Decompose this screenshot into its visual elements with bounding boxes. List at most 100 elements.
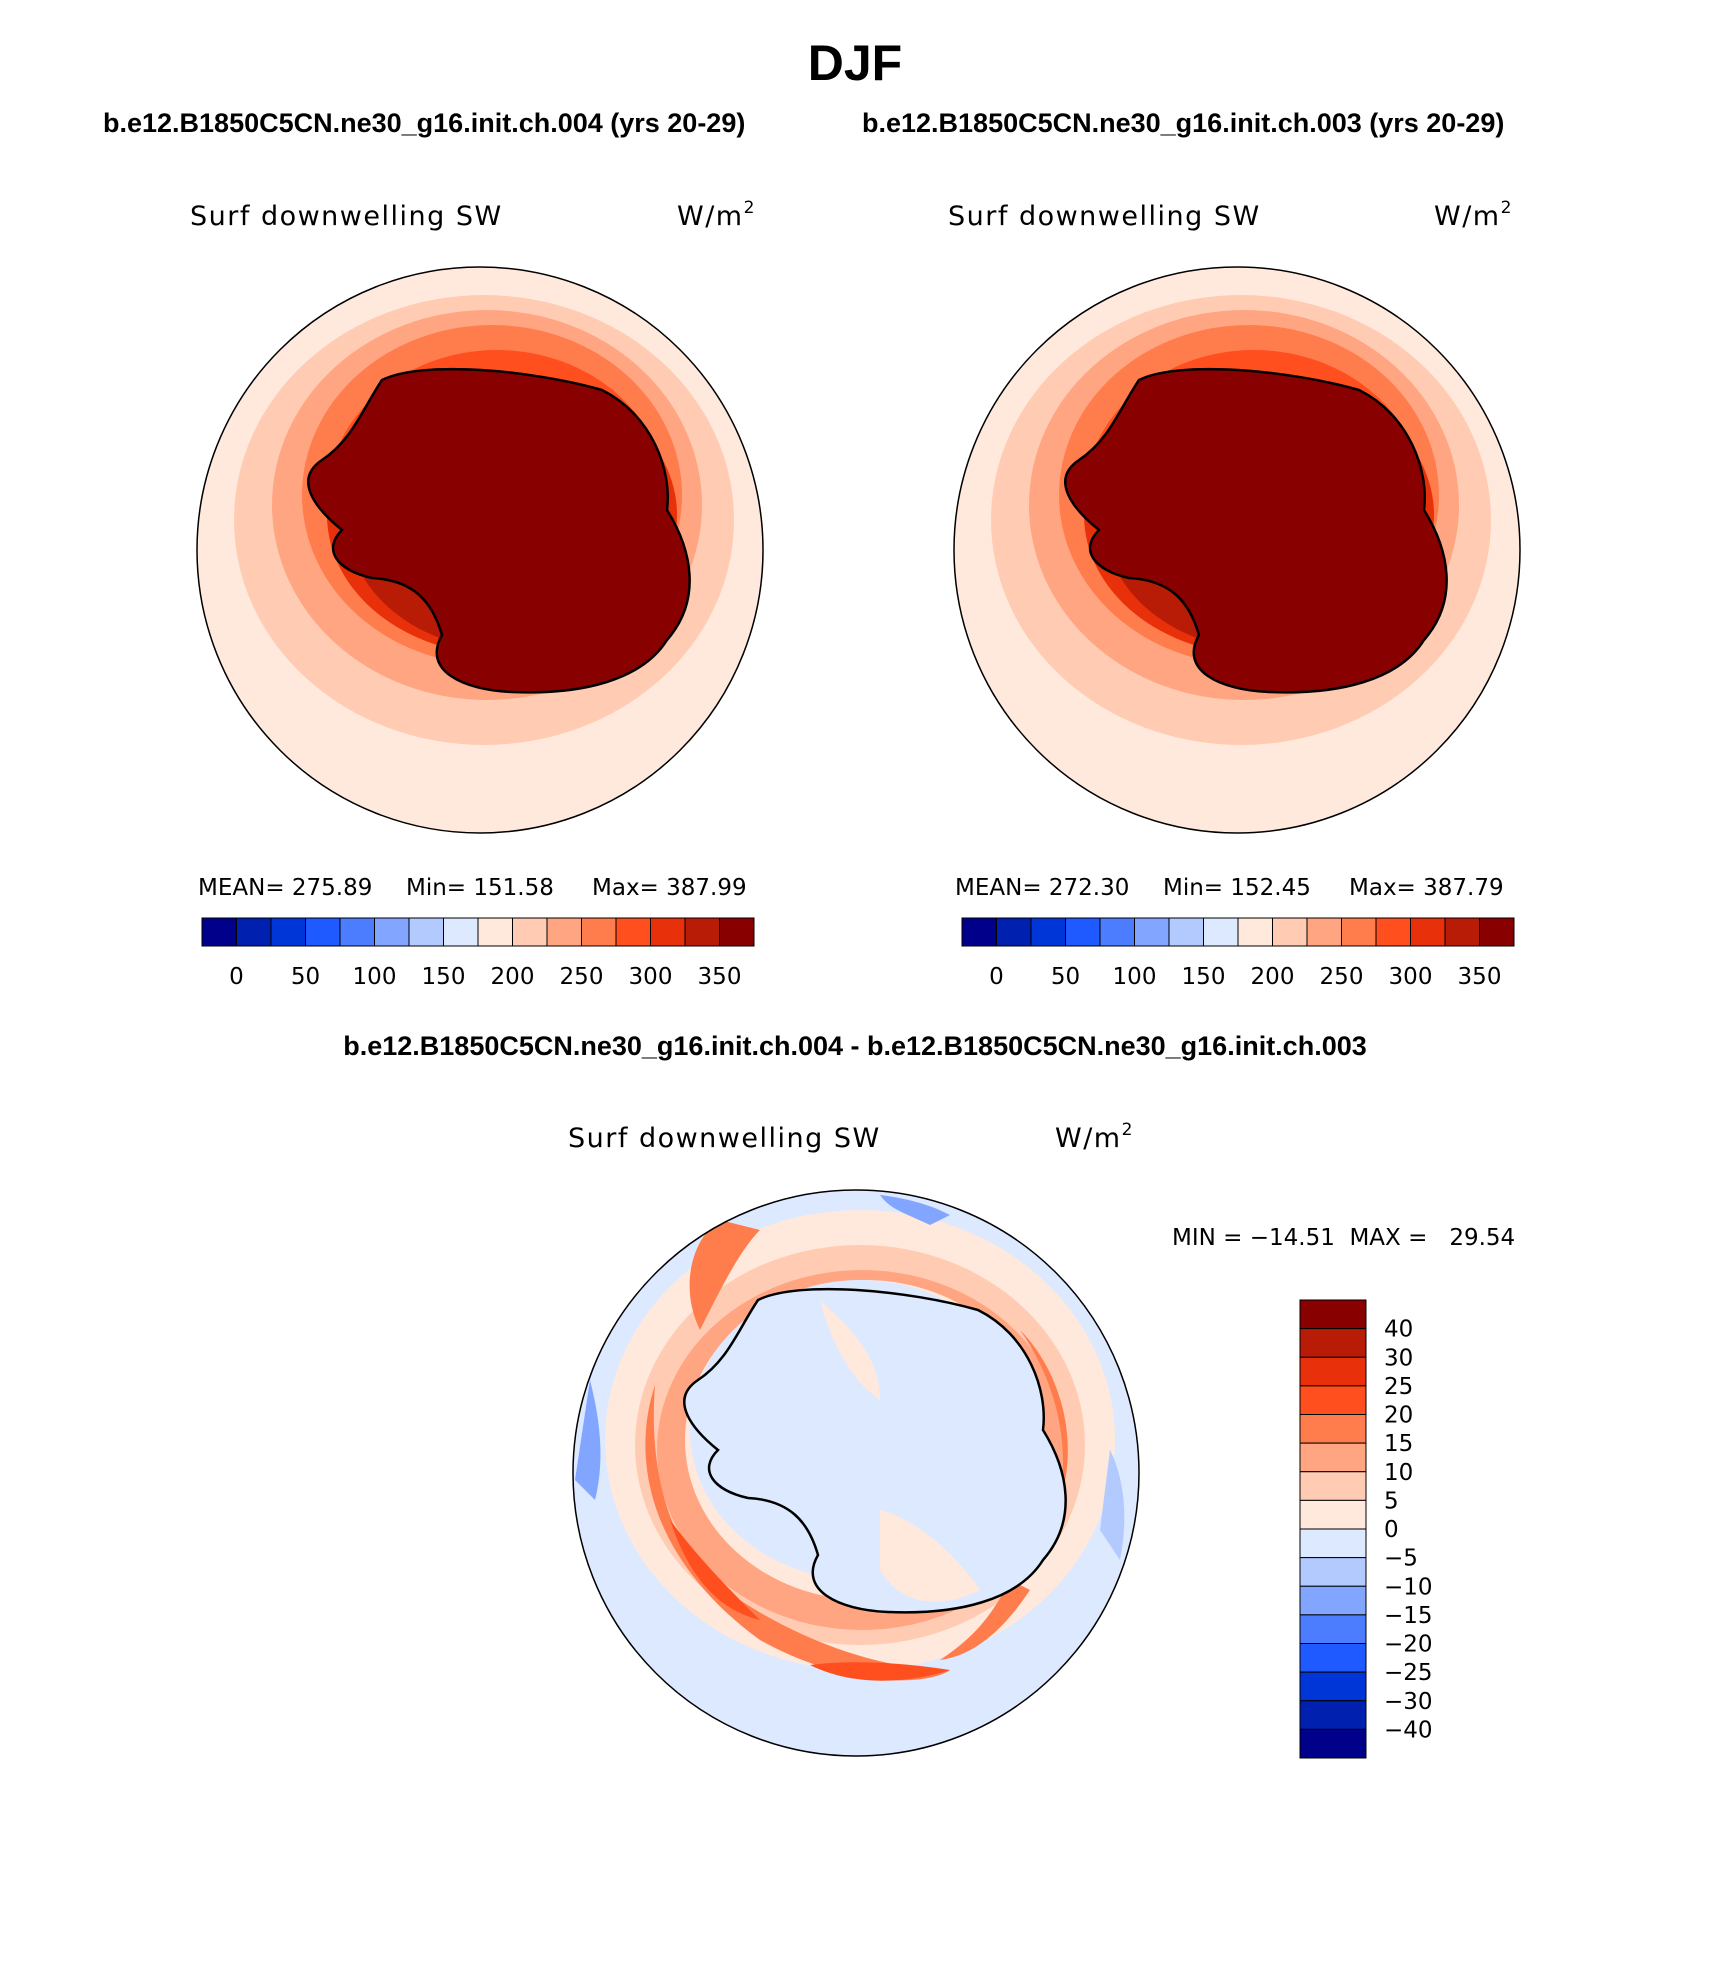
colorbar-tick-label: 300: [629, 964, 673, 990]
colorbar-swatch: [1299, 1643, 1367, 1673]
colorbar: 0 50 100 150 200 250 300 350: [201, 917, 755, 990]
colorbar-swatch: [477, 917, 513, 947]
contour-band: [645, 1385, 950, 1681]
colorbar-swatch: [512, 917, 548, 947]
colorbar-swatch: [1272, 917, 1308, 947]
contour-band: [810, 1662, 950, 1681]
panel-units-label: W/m2: [677, 198, 756, 232]
colorbar-swatch: [1375, 917, 1411, 947]
colorbar-tick-label: 15: [1384, 1431, 1413, 1457]
colorbar-tick-label: 250: [1320, 964, 1364, 990]
colorbar-tick-label: 0: [989, 964, 1004, 990]
polar-map: [954, 267, 1520, 833]
colorbar-swatch: [1299, 1585, 1367, 1616]
polar-map: [573, 1190, 1139, 1756]
colorbar-tick-label: −25: [1384, 1660, 1433, 1686]
colorbar-swatch: [1444, 917, 1480, 947]
colorbar-swatch: [305, 917, 341, 947]
figure-title: DJF: [808, 35, 902, 91]
colorbar-tick-label: 20: [1384, 1403, 1413, 1429]
colorbar-tick-label: 350: [1458, 964, 1502, 990]
map-border: [196, 266, 764, 834]
min-stat: Min= 152.45: [1163, 875, 1311, 901]
contour-band: [880, 1195, 950, 1225]
colorbar-swatch: [1299, 1728, 1367, 1759]
colorbar-swatch: [1299, 1671, 1367, 1702]
colorbar-tick-label: 250: [560, 964, 604, 990]
colorbar-tick-label: 5: [1384, 1488, 1399, 1514]
colorbar-swatch: [1134, 917, 1170, 947]
colorbar-swatch: [1299, 1700, 1367, 1730]
colorbar-swatch: [1306, 917, 1342, 947]
colorbar-tick-label: −5: [1384, 1546, 1418, 1572]
colorbar-tick-label: 200: [1251, 964, 1295, 990]
contour-band: [940, 1580, 1030, 1660]
colorbar-swatch: [270, 917, 306, 947]
colorbar-swatch: [1099, 917, 1135, 947]
colorbar-swatch: [1299, 1557, 1367, 1587]
panel-ch004: Surf downwelling SW W/m2 MEAN= 275.89 Mi…: [190, 198, 764, 990]
colorbar-tick-label: 300: [1389, 964, 1433, 990]
colorbar-swatch: [1030, 917, 1066, 947]
colorbar-tick-label: 50: [1051, 964, 1080, 990]
colorbar-swatch: [650, 917, 686, 947]
colorbar-swatch: [1299, 1614, 1367, 1644]
colorbar-swatch: [546, 917, 582, 947]
colorbar-swatch: [1479, 917, 1515, 947]
colorbar-swatch: [1203, 917, 1239, 947]
colorbar-tick-label: 100: [1113, 964, 1157, 990]
colorbar-tick-label: −15: [1384, 1603, 1433, 1629]
panel-units-label: W/m2: [1055, 1120, 1134, 1154]
colorbar-swatch: [374, 917, 410, 947]
panel-ch003: Surf downwelling SW W/m2 MEAN= 272.30 Mi…: [948, 198, 1521, 990]
colorbar-tick-label: 30: [1384, 1345, 1413, 1371]
colorbar-swatch: [1168, 917, 1204, 947]
colorbar-swatch: [236, 917, 272, 947]
colorbar-swatch: [1410, 917, 1446, 947]
units-exponent: 2: [1122, 1120, 1134, 1140]
colorbar-swatch: [1299, 1385, 1367, 1415]
colorbar-swatch: [339, 917, 375, 947]
map-border: [572, 1189, 1140, 1757]
colorbar-swatch: [961, 917, 997, 947]
colorbar-tick-label: 0: [1384, 1517, 1399, 1543]
colorbar-swatch: [1299, 1299, 1367, 1330]
colorbar-tick-label: −30: [1384, 1689, 1433, 1715]
colorbar-swatch: [1237, 917, 1273, 947]
colorbar-swatch: [996, 917, 1032, 947]
units-base: W/m: [677, 201, 744, 232]
header-right: b.e12.B1850C5CN.ne30_g16.init.ch.003 (yr…: [862, 108, 1504, 138]
colorbar-tick-label: 350: [698, 964, 742, 990]
header-left: b.e12.B1850C5CN.ne30_g16.init.ch.004 (yr…: [103, 108, 745, 138]
colorbar-tick-label: −20: [1384, 1632, 1433, 1658]
colorbar-swatch: [1341, 917, 1377, 947]
units-base: W/m: [1055, 1123, 1122, 1154]
mean-stat: MEAN= 275.89: [198, 875, 372, 901]
colorbar-tick-label: 0: [229, 964, 244, 990]
colorbar-tick-label: 200: [491, 964, 535, 990]
colorbar-tick-label: −40: [1384, 1717, 1433, 1743]
contour-fields: [234, 295, 734, 745]
colorbar-swatch: [719, 917, 755, 947]
min-stat: Min= 151.58: [406, 875, 554, 901]
panel-variable-label: Surf downwelling SW: [568, 1123, 881, 1154]
colorbar-swatch: [1299, 1528, 1367, 1559]
colorbar-tick-label: 150: [1182, 964, 1226, 990]
contour-band: [1100, 1450, 1125, 1560]
colorbar-tick-label: 25: [1384, 1374, 1413, 1400]
colorbar-tick-label: 150: [422, 964, 466, 990]
colorbar-swatch: [201, 917, 237, 947]
contour-band: [880, 1510, 980, 1602]
colorbar-tick-label: −10: [1384, 1574, 1433, 1600]
colorbar-swatch: [615, 917, 651, 947]
colorbar-swatch: [684, 917, 720, 947]
units-exponent: 2: [744, 198, 756, 218]
contour-fields: [991, 295, 1491, 745]
colorbar-swatch: [1299, 1356, 1367, 1387]
colorbar-swatch: [1065, 917, 1101, 947]
colorbar-swatch: [1299, 1414, 1367, 1444]
colorbar-swatch: [1299, 1499, 1367, 1530]
colorbar-tick-label: 10: [1384, 1460, 1413, 1486]
map-border: [953, 266, 1521, 834]
